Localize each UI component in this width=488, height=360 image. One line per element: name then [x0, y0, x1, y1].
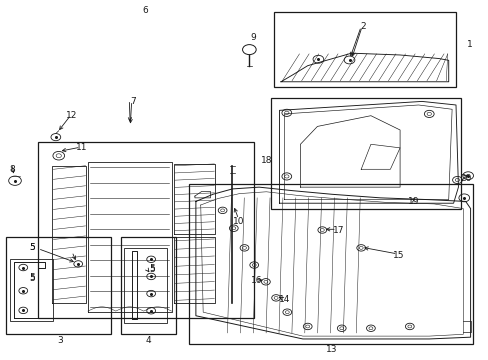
Text: 7: 7 [129, 97, 135, 106]
Bar [120, 237, 176, 334]
Text: 8: 8 [9, 165, 15, 174]
Text: 19: 19 [407, 197, 419, 206]
Text: 17: 17 [332, 225, 344, 234]
Bar [10, 258, 53, 321]
Text: 5: 5 [29, 243, 35, 252]
Bar [6, 237, 111, 334]
Text: 5: 5 [29, 273, 35, 282]
Text: 5: 5 [149, 264, 155, 273]
Text: 15: 15 [392, 251, 404, 260]
Text: 3: 3 [57, 336, 62, 345]
Text: 13: 13 [325, 345, 337, 354]
Bar [188, 184, 472, 344]
Text: 14: 14 [278, 295, 289, 304]
Bar [123, 248, 166, 323]
Text: 5: 5 [29, 243, 35, 252]
Text: 6: 6 [142, 6, 147, 15]
Text: 1: 1 [466, 40, 471, 49]
Text: 10: 10 [232, 217, 244, 226]
Text: 4: 4 [145, 336, 151, 345]
Text: 16: 16 [250, 275, 262, 284]
Text: 9: 9 [250, 33, 256, 42]
Bar [271, 98, 460, 208]
Bar [273, 12, 455, 87]
Text: 11: 11 [76, 143, 87, 152]
Text: 2: 2 [360, 22, 366, 31]
Text: 12: 12 [66, 111, 78, 120]
Text: 20: 20 [460, 174, 471, 183]
Text: 18: 18 [260, 156, 272, 165]
Bar [38, 143, 254, 318]
Text: 5: 5 [149, 265, 155, 274]
Text: 5: 5 [29, 274, 35, 283]
